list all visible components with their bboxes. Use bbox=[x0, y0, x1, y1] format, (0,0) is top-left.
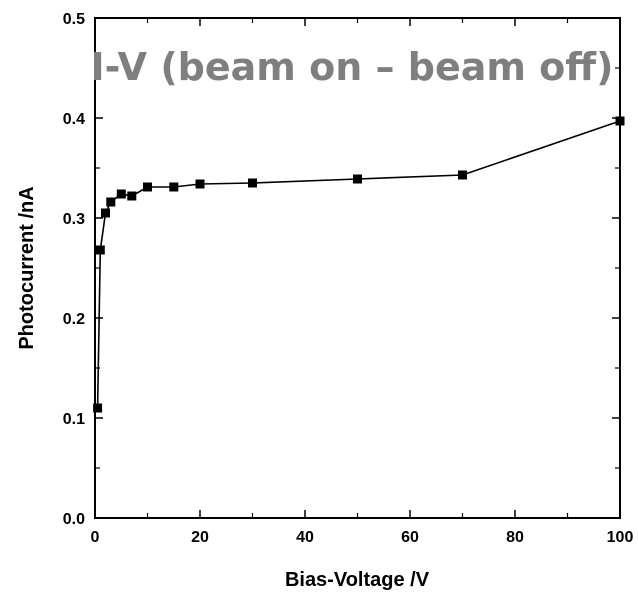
y-tick-label: 0.5 bbox=[63, 11, 85, 28]
x-tick-label: 60 bbox=[401, 529, 419, 546]
y-tick-label: 0.0 bbox=[63, 511, 85, 528]
y-axis-title: Photocurrent /nA bbox=[16, 186, 38, 349]
data-point bbox=[353, 174, 362, 184]
data-point bbox=[116, 189, 126, 199]
data-point bbox=[93, 403, 103, 413]
data-point bbox=[195, 179, 205, 189]
x-tick-label: 100 bbox=[607, 529, 634, 546]
y-tick-label: 0.3 bbox=[63, 211, 85, 228]
series bbox=[93, 116, 625, 413]
x-tick-label: 0 bbox=[91, 529, 100, 546]
data-point bbox=[101, 208, 110, 218]
x-axis-title: Bias-Voltage /V bbox=[285, 569, 430, 591]
data-point bbox=[106, 197, 116, 207]
data-point bbox=[127, 191, 137, 201]
plot-frame bbox=[94, 17, 621, 519]
chart-title: I-V (beam on – beam off) bbox=[91, 45, 614, 89]
data-point bbox=[95, 245, 105, 255]
data-point bbox=[615, 116, 625, 126]
ticks bbox=[94, 17, 621, 519]
tick-labels: 0 20 40 60 80 100 0.0 0.1 0.2 0.3 0.4 0.5 bbox=[63, 11, 634, 546]
data-point bbox=[143, 182, 152, 192]
y-tick-label: 0.1 bbox=[63, 411, 85, 428]
data-point bbox=[169, 182, 179, 192]
x-tick-label: 40 bbox=[296, 529, 314, 546]
x-tick-label: 20 bbox=[191, 529, 209, 546]
data-point bbox=[248, 178, 257, 188]
series-line bbox=[96, 120, 621, 409]
y-tick-label: 0.2 bbox=[63, 311, 85, 328]
data-point bbox=[458, 170, 467, 180]
y-tick-label: 0.4 bbox=[63, 111, 85, 128]
x-tick-label: 80 bbox=[506, 529, 524, 546]
